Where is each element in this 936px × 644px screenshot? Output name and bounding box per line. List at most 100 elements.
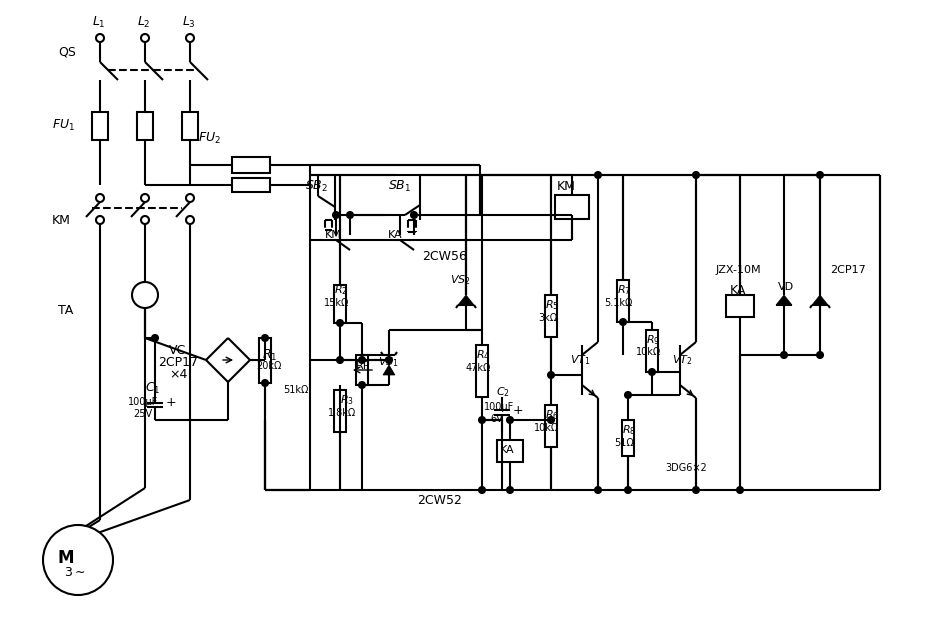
Text: $VT_2$: $VT_2$ (672, 353, 693, 367)
Polygon shape (812, 295, 828, 305)
Text: $L_1$: $L_1$ (92, 14, 106, 30)
Text: JZX-10M: JZX-10M (716, 265, 762, 275)
Text: 2CP17: 2CP17 (158, 355, 198, 368)
Text: KA: KA (730, 283, 746, 296)
Circle shape (507, 487, 513, 493)
Text: $L_2$: $L_2$ (137, 14, 151, 30)
Bar (182, 112, 198, 140)
Circle shape (595, 172, 601, 178)
Text: VC: VC (169, 343, 186, 357)
Circle shape (96, 34, 104, 42)
Bar (545, 295, 557, 337)
Circle shape (96, 216, 104, 224)
Bar (232, 157, 270, 173)
Text: 15kΩ: 15kΩ (324, 298, 349, 308)
Circle shape (96, 194, 104, 202)
Bar (232, 178, 270, 192)
Circle shape (595, 487, 601, 493)
Bar (617, 280, 629, 322)
Circle shape (507, 417, 513, 423)
Text: M: M (58, 549, 74, 567)
Text: $VS_1$: $VS_1$ (378, 355, 399, 369)
Text: +: + (513, 404, 523, 417)
Bar (545, 405, 557, 447)
Text: 2CP17: 2CP17 (830, 265, 866, 275)
Text: $L_3$: $L_3$ (182, 14, 196, 30)
Circle shape (333, 212, 339, 218)
Text: KM: KM (325, 230, 342, 240)
Circle shape (337, 357, 343, 363)
Text: 3DG6×2: 3DG6×2 (665, 463, 707, 473)
Circle shape (186, 216, 194, 224)
Circle shape (781, 352, 787, 358)
Text: 100μF: 100μF (484, 402, 514, 412)
Text: $3{\sim}$: $3{\sim}$ (64, 565, 85, 578)
Text: 47kΩ: 47kΩ (466, 363, 491, 373)
Text: 3kΩ: 3kΩ (538, 313, 557, 323)
Text: 10kΩ: 10kΩ (534, 423, 559, 433)
Text: $C_1$: $C_1$ (145, 381, 160, 395)
Circle shape (479, 417, 485, 423)
Text: $SB_2$: $SB_2$ (305, 178, 329, 194)
Circle shape (411, 212, 417, 218)
Text: $R_9$: $R_9$ (646, 333, 660, 347)
Circle shape (152, 335, 158, 341)
Circle shape (548, 417, 554, 423)
Text: 25V: 25V (133, 409, 153, 419)
Text: KA: KA (500, 445, 515, 455)
Text: $FU_2$: $FU_2$ (198, 131, 221, 146)
Text: ×4: ×4 (168, 368, 187, 381)
Circle shape (625, 392, 631, 398)
Text: $VT_1$: $VT_1$ (570, 353, 591, 367)
Text: $C_2$: $C_2$ (496, 385, 510, 399)
Bar (726, 295, 754, 317)
Circle shape (186, 194, 194, 202)
Circle shape (186, 34, 194, 42)
Circle shape (625, 487, 631, 493)
Circle shape (359, 382, 365, 388)
Circle shape (548, 372, 554, 378)
Circle shape (737, 487, 743, 493)
Circle shape (262, 380, 268, 386)
Text: 2CW52: 2CW52 (417, 493, 462, 506)
Bar (476, 345, 488, 397)
Text: VD: VD (778, 282, 794, 292)
Text: $R_7$: $R_7$ (617, 283, 631, 297)
Polygon shape (458, 295, 474, 305)
Circle shape (817, 352, 823, 358)
Text: TA: TA (58, 303, 73, 316)
Bar (137, 112, 153, 140)
Circle shape (386, 357, 392, 363)
Text: 51kΩ: 51kΩ (283, 385, 308, 395)
Circle shape (347, 212, 353, 218)
Text: $R_6$: $R_6$ (545, 408, 559, 422)
Bar (356, 355, 368, 385)
Text: 51Ω: 51Ω (614, 438, 634, 448)
Circle shape (132, 282, 158, 308)
Bar (497, 440, 523, 462)
Circle shape (262, 335, 268, 341)
Circle shape (817, 172, 823, 178)
Bar (334, 285, 346, 323)
Text: KA: KA (388, 230, 402, 240)
Circle shape (43, 525, 113, 595)
Circle shape (479, 487, 485, 493)
Text: KM: KM (557, 180, 576, 193)
Text: +: + (166, 397, 177, 410)
Text: 5.1kΩ: 5.1kΩ (604, 298, 633, 308)
Circle shape (141, 216, 149, 224)
Text: $VS_2$: $VS_2$ (450, 273, 471, 287)
Polygon shape (776, 295, 792, 305)
Bar (92, 112, 108, 140)
Text: RP: RP (356, 361, 371, 371)
Text: KM: KM (52, 214, 71, 227)
Circle shape (620, 319, 626, 325)
Circle shape (337, 320, 343, 326)
Circle shape (141, 194, 149, 202)
Text: $R_3$: $R_3$ (340, 393, 354, 407)
Bar (334, 390, 346, 432)
Text: $R_8$: $R_8$ (622, 423, 636, 437)
Text: QS: QS (58, 46, 76, 59)
Text: $R_5$: $R_5$ (545, 298, 559, 312)
Circle shape (693, 172, 699, 178)
